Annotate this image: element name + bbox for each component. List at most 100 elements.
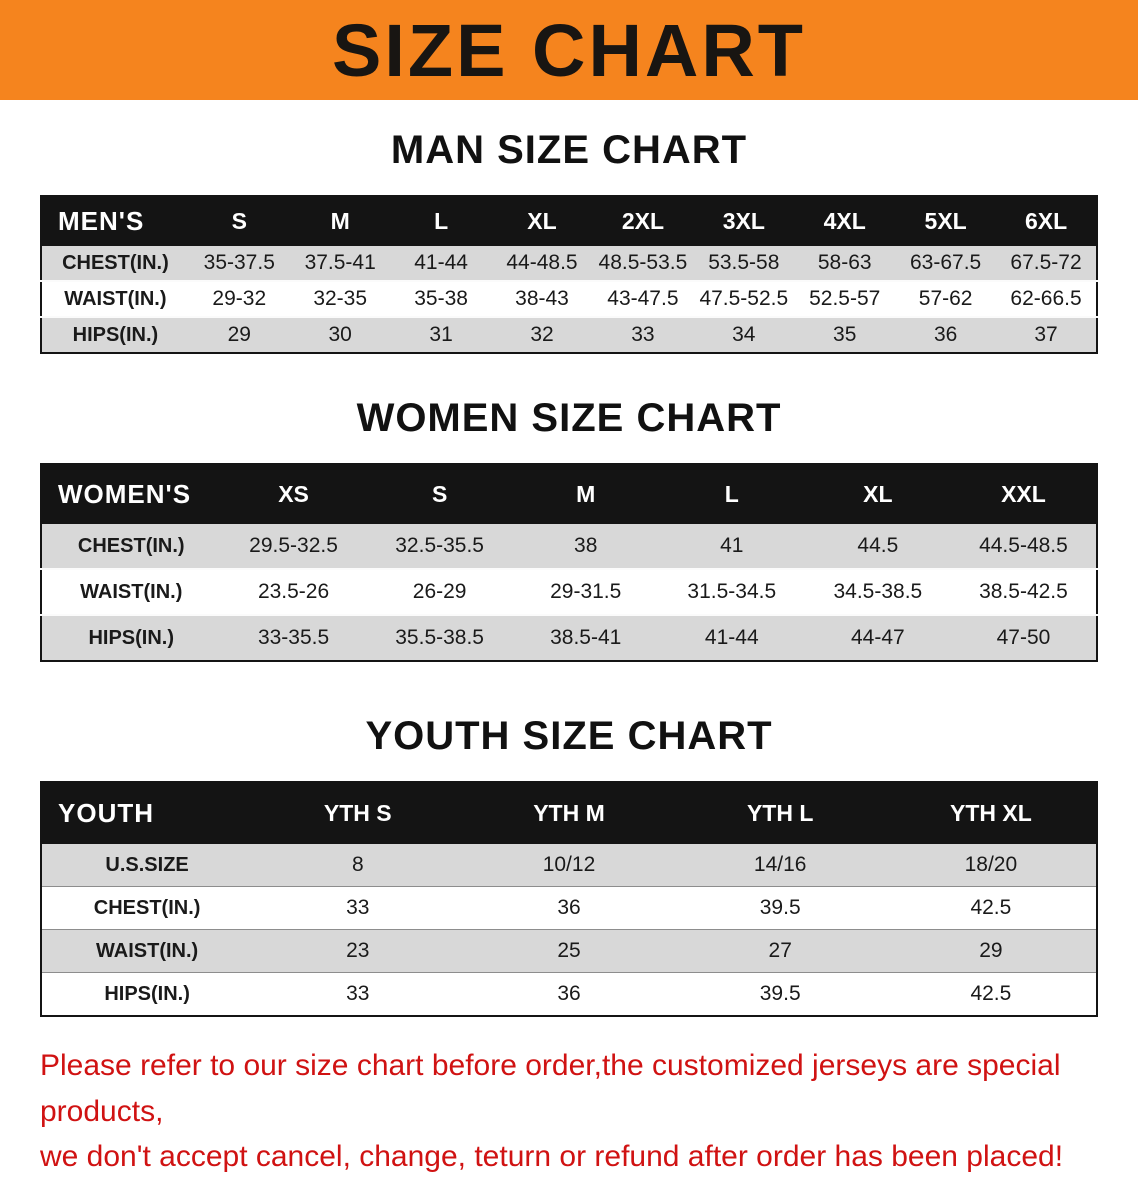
size-value-cell: 29-31.5: [550, 580, 622, 603]
size-value-cell: 42.5: [970, 896, 1012, 919]
size-value-cell: 38.5-42.5: [979, 580, 1068, 603]
measurement-label: WAIST(IN.): [95, 939, 199, 962]
size-value-cell: 29.5-32.5: [249, 534, 338, 557]
women-size-chart-heading: WOMEN SIZE CHART: [356, 396, 782, 440]
mens-size-table: MEN'S S M L XL 2XL 3XL 4XL 5XL 6XL CHEST(IN.) 35-37…: [40, 195, 1098, 354]
table-corner-label: MEN'S: [41, 196, 189, 246]
women-section: WOMEN SIZE CHART WOMEN'S XS S M L XL XXL CHEST(…: [0, 396, 1138, 662]
size-value-cell: 31.5-34.5: [687, 580, 777, 603]
size-value-cell: 41-44: [704, 626, 759, 649]
size-column-header: XL: [804, 464, 951, 524]
size-value-cell: 23: [346, 939, 370, 962]
size-value-cell: 34.5-38.5: [833, 580, 923, 603]
size-value-cell: 33: [346, 982, 370, 1005]
measurement-row: WAIST(IN.) 23 25 27 29: [41, 929, 1097, 973]
size-value-cell: 41-44: [414, 251, 468, 274]
size-value-cell: 25: [557, 939, 581, 962]
size-value-cell: 31: [429, 323, 453, 346]
size-value-cell: 57-62: [918, 287, 973, 310]
size-column-header: L: [390, 196, 492, 246]
size-value-cell: 42.5: [970, 982, 1012, 1005]
measurement-label: WAIST(IN.): [80, 580, 183, 603]
man-size-chart-heading: MAN SIZE CHART: [390, 128, 748, 172]
table-header-row: YOUTH YTH S YTH M YTH L YTH XL: [41, 782, 1097, 844]
measurement-row: WAIST(IN.) 23.5-26 26-29 29-31.5 31.5-34.5 34…: [41, 569, 1097, 615]
measurement-row: WAIST(IN.) 29-32 32-35 35-38 38-43 43-47.5 47.…: [41, 281, 1097, 317]
size-value-cell: 38-43: [515, 287, 569, 310]
table-corner-label: YOUTH: [41, 782, 253, 844]
size-column-header: S: [366, 464, 513, 524]
measurement-row: CHEST(IN.) 29.5-32.5 32.5-35.5 38 41 44.5 44.5…: [41, 524, 1097, 569]
measurement-row: U.S.SIZE 8 10/12 14/16 18/20: [41, 844, 1097, 887]
size-value-cell: 44-47: [851, 626, 905, 649]
size-value-cell: 36: [933, 323, 958, 346]
size-column-header: 3XL: [693, 196, 795, 246]
table-header-row: MEN'S S M L XL 2XL 3XL 4XL 5XL 6XL: [41, 196, 1097, 246]
size-column-header: YTH L: [674, 782, 886, 844]
measurement-row: HIPS(IN.) 33 36 39.5 42.5: [41, 972, 1097, 1016]
youth-table-wrap: YOUTH YTH S YTH M YTH L YTH XL U.S.SIZE 8 10/12…: [40, 781, 1098, 1017]
size-value-cell: 58-63: [817, 251, 872, 274]
womens-size-table: WOMEN'S XS S M L XL XXL CHEST(IN.) 29.5-32.5 32.5…: [40, 463, 1098, 662]
size-value-cell: 38.5-41: [550, 626, 622, 649]
size-value-cell: 48.5-53.5: [598, 251, 688, 274]
measurement-label: HIPS(IN.): [104, 982, 190, 1005]
size-value-cell: 36: [557, 896, 581, 919]
size-value-cell: 62-66.5: [1010, 287, 1082, 310]
womens-table-wrap: WOMEN'S XS S M L XL XXL CHEST(IN.) 29.5-32.5 32.5…: [40, 463, 1098, 662]
measurement-row: HIPS(IN.) 33-35.5 35.5-38.5 38.5-41 41-44 44-…: [41, 615, 1097, 661]
size-column-header: S: [188, 196, 290, 246]
size-column-header: YTH XL: [885, 782, 1097, 844]
size-value-cell: 33: [631, 323, 655, 346]
size-value-cell: 39.5: [759, 896, 801, 919]
size-column-header: 2XL: [592, 196, 694, 246]
size-value-cell: 18/20: [964, 853, 1018, 876]
size-value-cell: 43-47.5: [607, 287, 679, 310]
measurement-label: CHEST(IN.): [77, 534, 185, 557]
youth-size-table: YOUTH YTH S YTH M YTH L YTH XL U.S.SIZE 8 10/12…: [40, 781, 1098, 1017]
size-value-cell: 37: [1034, 323, 1058, 346]
size-column-header: M: [512, 464, 659, 524]
size-chart-banner: SIZE CHART: [0, 0, 1138, 100]
size-column-header: L: [658, 464, 805, 524]
youth-section: YOUTH SIZE CHART YOUTH YTH S YTH M YTH L YTH…: [0, 714, 1138, 1017]
size-value-cell: 32-35: [313, 287, 368, 310]
size-column-header: XS: [220, 464, 367, 524]
measurement-label: HIPS(IN.): [72, 323, 159, 346]
size-value-cell: 10/12: [542, 853, 596, 876]
size-column-header: YTH S: [252, 782, 464, 844]
size-value-cell: 35: [833, 323, 857, 346]
size-value-cell: 39.5: [759, 982, 801, 1005]
size-column-header: M: [289, 196, 391, 246]
measurement-row: HIPS(IN.) 29 30 31 32 33 34 35 36 37: [41, 317, 1097, 353]
size-value-cell: 27: [768, 939, 792, 962]
measurement-row: CHEST(IN.) 33 36 39.5 42.5: [41, 886, 1097, 930]
size-value-cell: 30: [328, 323, 352, 346]
size-value-cell: 34: [732, 323, 756, 346]
size-value-cell: 41: [720, 534, 744, 557]
size-value-cell: 32.5-35.5: [395, 534, 484, 557]
men-section: MAN SIZE CHART MEN'S S M L XL 2XL 3XL 4XL 5XL 6XL…: [0, 128, 1138, 354]
measurement-row: CHEST(IN.) 35-37.5 37.5-41 41-44 44-48.5 48.5…: [41, 246, 1097, 281]
measurement-label: WAIST(IN.): [64, 287, 167, 310]
size-value-cell: 32: [530, 323, 554, 346]
size-column-header: 4XL: [794, 196, 896, 246]
measurement-label: CHEST(IN.): [93, 896, 201, 919]
size-value-cell: 23.5-26: [257, 580, 330, 603]
measurement-label: U.S.SIZE: [105, 853, 189, 876]
size-value-cell: 63-67.5: [910, 251, 982, 274]
youth-size-chart-heading: YOUTH SIZE CHART: [365, 714, 773, 758]
size-value-cell: 35-38: [414, 287, 468, 310]
table-corner-label: WOMEN'S: [41, 464, 221, 524]
size-column-header: 5XL: [895, 196, 997, 246]
disclaimer: Please refer to our size chart before or…: [40, 1043, 1098, 1180]
size-value-cell: 33: [346, 896, 370, 919]
measurement-label: CHEST(IN.): [62, 251, 169, 274]
mens-table-wrap: MEN'S S M L XL 2XL 3XL 4XL 5XL 6XL CHEST(IN.) 35-37…: [40, 195, 1098, 354]
size-value-cell: 14/16: [753, 853, 807, 876]
measurement-label: HIPS(IN.): [88, 626, 175, 649]
size-value-cell: 29: [227, 323, 251, 346]
size-value-cell: 44.5-48.5: [979, 534, 1068, 557]
size-value-cell: 67.5-72: [1010, 251, 1082, 274]
